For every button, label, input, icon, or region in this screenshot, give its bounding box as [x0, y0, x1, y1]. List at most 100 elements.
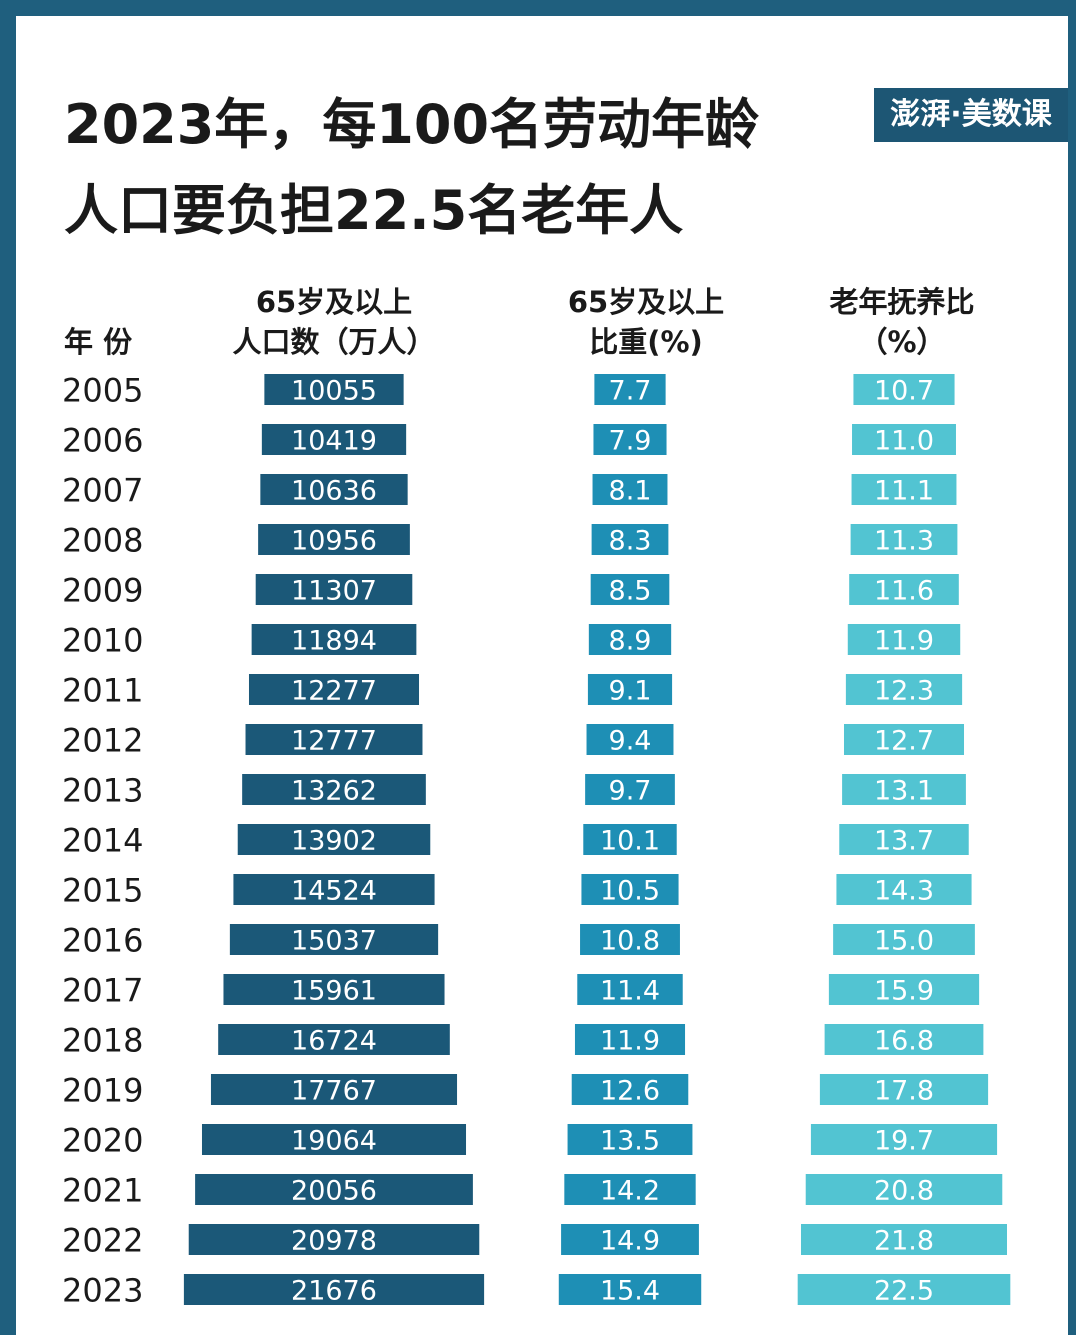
value-label-series-2: 10.8 [600, 926, 660, 957]
bar-series-3 [843, 724, 965, 755]
year-label: 2012 [62, 722, 143, 760]
bar-series-1 [223, 974, 445, 1005]
bar-series-3 [824, 1024, 984, 1055]
page-title: 2023年，每100名劳动年龄 人口要负担22.5名老年人 [64, 82, 759, 254]
value-label-series-1: 10055 [291, 376, 377, 407]
bar-series-1 [201, 1124, 467, 1155]
bar-series-3 [845, 674, 963, 705]
value-label-series-2: 9.1 [609, 676, 652, 707]
value-label-series-2: 8.5 [609, 576, 652, 607]
bar-table-chart: 2005 10055 7.7 10.7 2006 10419 7.9 11.0 2007 1063… [62, 372, 1011, 1310]
year-label: 2008 [62, 522, 143, 560]
value-label-series-2: 13.5 [600, 1126, 660, 1157]
value-label-series-1: 11307 [291, 576, 377, 607]
bar-series-1 [218, 1024, 450, 1055]
year-label: 2017 [62, 972, 143, 1010]
bar-series-2 [581, 874, 679, 905]
bar-series-1 [229, 924, 439, 955]
year-label: 2014 [62, 822, 143, 860]
value-label-series-3: 13.1 [874, 776, 934, 807]
infographic-card: 2023年，每100名劳动年龄 人口要负担22.5名老年人 澎湃·美数课 年 份… [16, 16, 1068, 1335]
bar-series-1 [251, 624, 417, 655]
bar-series-2 [567, 1124, 693, 1155]
bar-series-2 [561, 1224, 699, 1255]
value-label-series-3: 19.7 [874, 1126, 934, 1157]
value-label-series-2: 10.1 [600, 826, 660, 857]
value-label-series-1: 10956 [291, 526, 377, 557]
bar-series-2 [564, 1174, 696, 1205]
bar-series-3 [805, 1174, 1003, 1205]
bar-series-3 [839, 824, 969, 855]
value-label-series-3: 12.3 [874, 676, 934, 707]
bar-series-1 [210, 1074, 458, 1105]
year-label: 2013 [62, 772, 143, 810]
bar-series-3 [849, 574, 959, 605]
value-label-series-1: 20056 [291, 1176, 377, 1207]
year-label: 2007 [62, 472, 143, 510]
value-label-series-3: 11.9 [874, 626, 934, 657]
year-label: 2020 [62, 1122, 143, 1160]
bar-series-1 [255, 574, 413, 605]
value-label-series-3: 15.0 [874, 926, 934, 957]
bar-series-3 [797, 1274, 1011, 1305]
value-label-series-2: 8.3 [609, 526, 652, 557]
bar-series-3 [833, 924, 975, 955]
value-label-series-1: 10636 [291, 476, 377, 507]
value-label-series-3: 21.8 [874, 1226, 934, 1257]
value-label-series-3: 16.8 [874, 1026, 934, 1057]
header-share-line2: 比重(%) [589, 325, 703, 359]
value-label-series-1: 13902 [291, 826, 377, 857]
brand-logo: 澎湃·美数课 [874, 88, 1068, 142]
bar-series-3 [800, 1224, 1008, 1255]
header-share-line1: 65岁及以上 [567, 285, 725, 319]
bar-series-1 [260, 474, 408, 505]
year-label: 2019 [62, 1072, 143, 1110]
year-label: 2011 [62, 672, 143, 710]
bar-series-3 [851, 474, 957, 505]
value-label-series-3: 13.7 [874, 826, 934, 857]
bar-series-1 [258, 524, 410, 555]
year-label: 2018 [62, 1022, 143, 1060]
value-label-series-3: 14.3 [874, 876, 934, 907]
year-label: 2022 [62, 1222, 143, 1260]
header-population-line1: 65岁及以上 [255, 285, 413, 319]
value-label-series-1: 13262 [291, 776, 377, 807]
value-label-series-1: 20978 [291, 1226, 377, 1257]
bar-series-2 [588, 624, 672, 655]
value-label-series-2: 8.9 [609, 626, 652, 657]
bar-series-2 [592, 474, 668, 505]
bar-series-3 [850, 524, 958, 555]
bar-series-2 [571, 1074, 689, 1105]
bar-series-1 [233, 874, 435, 905]
year-label: 2016 [62, 922, 143, 960]
year-label: 2006 [62, 422, 143, 460]
bar-series-2 [591, 524, 669, 555]
value-label-series-3: 17.8 [874, 1076, 934, 1107]
header-share: 65岁及以上 比重(%) [526, 282, 766, 362]
header-dependency: 老年抚养比 （%） [782, 282, 1022, 362]
value-label-series-1: 14524 [291, 876, 377, 907]
bar-series-3 [852, 424, 956, 455]
value-label-series-2: 11.9 [600, 1026, 660, 1057]
value-label-series-2: 14.2 [600, 1176, 660, 1207]
bar-series-2 [587, 674, 673, 705]
logo-text: 澎湃·美数课 [890, 97, 1052, 132]
bar-series-3 [836, 874, 972, 905]
year-label: 2021 [62, 1172, 143, 1210]
value-label-series-3: 22.5 [874, 1276, 934, 1307]
value-label-series-3: 11.3 [874, 526, 934, 557]
value-label-series-2: 7.9 [609, 426, 652, 457]
value-label-series-1: 17767 [291, 1076, 377, 1107]
header-dependency-line2: （%） [858, 325, 946, 359]
bar-series-1 [237, 824, 431, 855]
value-label-series-2: 10.5 [600, 876, 660, 907]
bar-series-3 [853, 374, 955, 405]
year-label: 2023 [62, 1272, 143, 1310]
value-label-series-1: 11894 [291, 626, 377, 657]
value-label-series-1: 12777 [291, 726, 377, 757]
value-label-series-3: 11.1 [874, 476, 934, 507]
bar-series-1 [183, 1274, 485, 1305]
bar-series-1 [248, 674, 420, 705]
bar-series-2 [590, 574, 670, 605]
value-label-series-2: 15.4 [600, 1276, 660, 1307]
